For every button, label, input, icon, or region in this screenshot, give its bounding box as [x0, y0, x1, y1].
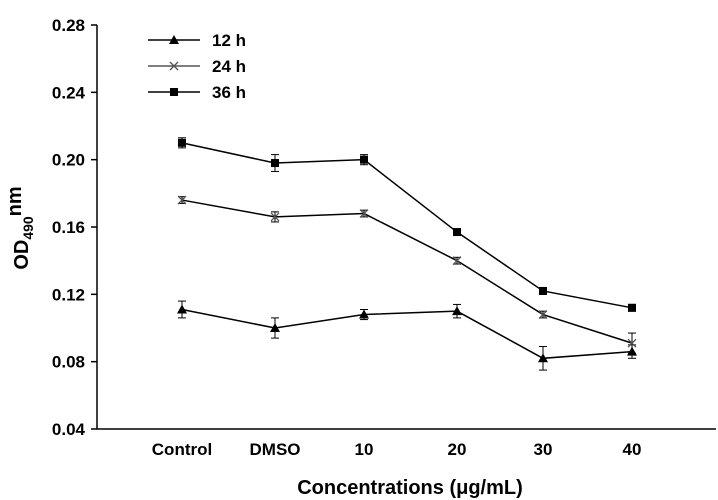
- data-point-x-stroke: [359, 209, 369, 218]
- series-36-h: [178, 137, 636, 312]
- x-tick-label: 40: [623, 440, 642, 459]
- data-point-triangle: [538, 353, 548, 363]
- data-point-triangle: [169, 35, 179, 44]
- data-point-x-stroke: [169, 61, 179, 71]
- legend-item: 12 h: [148, 31, 246, 50]
- x-tick-label: DMSO: [250, 440, 301, 459]
- legend: 12 h 24 h 36 h: [148, 31, 246, 102]
- y-tick-label: 0.28: [52, 16, 85, 35]
- x-tick-label: 30: [534, 440, 553, 459]
- data-point-x: [538, 310, 548, 319]
- series-24-h: [177, 195, 637, 354]
- series-line: [181, 199, 633, 344]
- data-point-x-stroke: [452, 256, 462, 266]
- data-point-square: [628, 303, 636, 312]
- y-tick-label: 0.12: [52, 285, 85, 304]
- data-point-square: [178, 138, 186, 147]
- legend-label: 36 h: [212, 83, 246, 102]
- data-point-triangle: [177, 304, 187, 314]
- x-ticks: Control DMSO 10 20 30 40: [152, 440, 642, 459]
- series-line: [181, 142, 633, 309]
- y-tick-label: 0.04: [52, 420, 86, 439]
- legend-item: 36 h: [148, 83, 246, 102]
- data-point-square: [360, 155, 368, 164]
- legend-label: 12 h: [212, 31, 246, 50]
- y-tick-label: 0.08: [52, 353, 85, 372]
- y-axis-title-base: OD: [11, 240, 33, 270]
- y-axis-title-sub: 490: [20, 216, 36, 240]
- data-point-square: [453, 228, 461, 237]
- data-point-x-stroke: [538, 310, 548, 319]
- data-point-x: [359, 209, 369, 218]
- data-point-x: [169, 61, 179, 71]
- data-point-square: [170, 88, 178, 96]
- data-point-triangle: [359, 309, 369, 319]
- y-axis-title-sup: nm: [4, 186, 26, 216]
- data-point-x: [177, 195, 187, 205]
- y-tick-label: 0.24: [52, 83, 86, 102]
- x-tick-label: Control: [152, 440, 212, 459]
- data-point-x: [452, 256, 462, 266]
- y-tick-label: 0.20: [52, 151, 85, 170]
- legend-label: 24 h: [212, 57, 246, 76]
- data-point-x: [627, 338, 637, 348]
- data-point-square: [539, 286, 547, 295]
- legend-item: 24 h: [148, 57, 246, 76]
- x-tick-label: 20: [448, 440, 467, 459]
- data-point-triangle: [270, 323, 280, 332]
- data-point-x-stroke: [627, 338, 637, 348]
- data-point-x: [270, 212, 280, 222]
- data-point-square: [271, 159, 279, 168]
- series-line: [181, 308, 633, 360]
- y-axis-title: OD490nm: [4, 186, 36, 269]
- series-12-h: [177, 300, 637, 371]
- y-tick-label: 0.16: [52, 218, 85, 237]
- series-layer: [177, 137, 637, 371]
- axes: [96, 25, 716, 430]
- data-point-triangle: [452, 306, 462, 316]
- x-axis-title: Concentrations (μg/mL): [297, 477, 523, 499]
- data-point-x-stroke: [177, 195, 187, 205]
- x-tick-label: 10: [355, 440, 374, 459]
- y-ticks: 0.04 0.08 0.12 0.16 0.20 0.24 0.28: [52, 16, 97, 439]
- data-point-x-stroke: [270, 212, 280, 222]
